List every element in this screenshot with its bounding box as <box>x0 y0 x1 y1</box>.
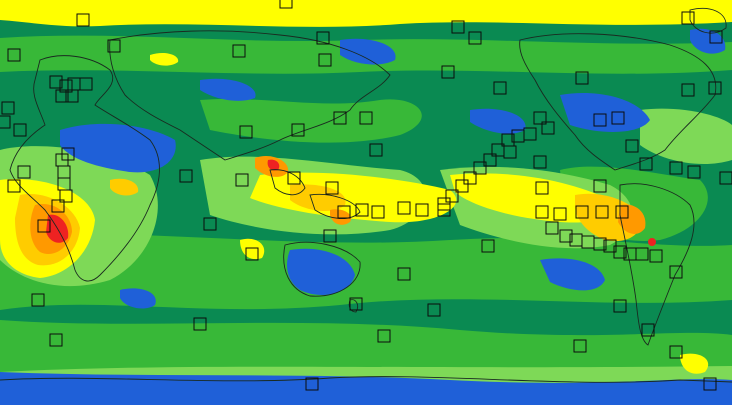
station-marker <box>613 299 627 313</box>
station-marker <box>369 143 383 157</box>
station-marker <box>535 181 549 195</box>
station-marker <box>323 229 337 243</box>
station-marker <box>708 81 722 95</box>
station-marker <box>287 171 301 185</box>
station-marker <box>541 121 555 135</box>
station-marker <box>355 203 369 217</box>
station-marker <box>17 165 31 179</box>
station-marker <box>593 113 607 127</box>
station-marker <box>415 203 429 217</box>
station-marker <box>533 111 547 125</box>
station-marker <box>51 199 65 213</box>
station-marker <box>397 267 411 281</box>
station-marker <box>441 65 455 79</box>
station-marker <box>203 217 217 231</box>
station-marker <box>279 0 293 9</box>
station-marker-layer <box>0 0 732 391</box>
station-marker <box>511 129 525 143</box>
station-marker <box>493 81 507 95</box>
station-marker <box>481 239 495 253</box>
station-marker <box>687 165 701 179</box>
station-marker <box>337 205 351 219</box>
station-marker <box>681 83 695 97</box>
red-field-layer <box>46 159 656 246</box>
station-marker <box>235 173 249 187</box>
station-marker <box>573 339 587 353</box>
station-marker <box>611 111 625 125</box>
station-marker <box>316 31 330 45</box>
station-marker <box>305 377 319 391</box>
station-marker <box>49 333 63 347</box>
station-marker <box>232 44 246 58</box>
station-marker <box>59 189 73 203</box>
station-marker <box>669 345 683 359</box>
station-marker <box>669 265 683 279</box>
station-marker <box>535 205 549 219</box>
station-marker <box>245 247 259 261</box>
station-marker <box>615 205 629 219</box>
station-marker <box>371 205 385 219</box>
station-marker <box>575 205 589 219</box>
station-marker <box>483 153 497 167</box>
station-marker <box>333 111 347 125</box>
station-marker <box>669 161 683 175</box>
station-marker <box>107 39 121 53</box>
station-marker <box>325 181 339 195</box>
station-marker <box>76 13 90 27</box>
station-marker <box>451 20 465 34</box>
station-marker <box>49 75 63 89</box>
station-marker <box>359 111 373 125</box>
station-marker <box>37 219 51 233</box>
station-marker <box>553 207 567 221</box>
station-marker <box>625 139 639 153</box>
station-marker <box>349 297 363 311</box>
station-marker <box>291 123 305 137</box>
station-marker <box>593 179 607 193</box>
station-marker <box>703 377 717 391</box>
station-marker <box>559 229 573 243</box>
station-marker <box>445 189 459 203</box>
station-marker <box>193 317 207 331</box>
station-marker <box>55 89 69 103</box>
station-marker <box>455 179 469 193</box>
station-marker <box>595 205 609 219</box>
station-marker <box>31 293 45 307</box>
station-marker <box>437 203 451 217</box>
station-marker <box>65 89 79 103</box>
station-marker <box>709 30 723 44</box>
station-marker <box>719 171 732 185</box>
station-marker <box>468 31 482 45</box>
station-marker <box>318 53 332 67</box>
station-marker <box>613 245 627 259</box>
station-marker <box>681 11 695 25</box>
station-marker <box>473 161 487 175</box>
station-marker <box>7 179 21 193</box>
station-marker <box>545 221 559 235</box>
station-marker <box>635 247 649 261</box>
station-marker <box>13 123 27 137</box>
station-marker <box>649 249 663 263</box>
station-marker <box>0 115 11 129</box>
station-marker <box>593 237 607 251</box>
station-marker <box>1 101 15 115</box>
station-marker <box>463 171 477 185</box>
station-marker <box>377 329 391 343</box>
station-marker <box>427 303 441 317</box>
station-marker <box>503 145 517 159</box>
station-marker <box>575 71 589 85</box>
station-marker <box>239 125 253 139</box>
station-marker <box>179 169 193 183</box>
station-marker <box>397 201 411 215</box>
station-marker <box>641 323 655 337</box>
station-marker <box>639 157 653 171</box>
coastline-layer <box>0 8 732 383</box>
station-marker <box>7 48 21 62</box>
station-marker <box>79 77 93 91</box>
station-marker <box>533 155 547 169</box>
